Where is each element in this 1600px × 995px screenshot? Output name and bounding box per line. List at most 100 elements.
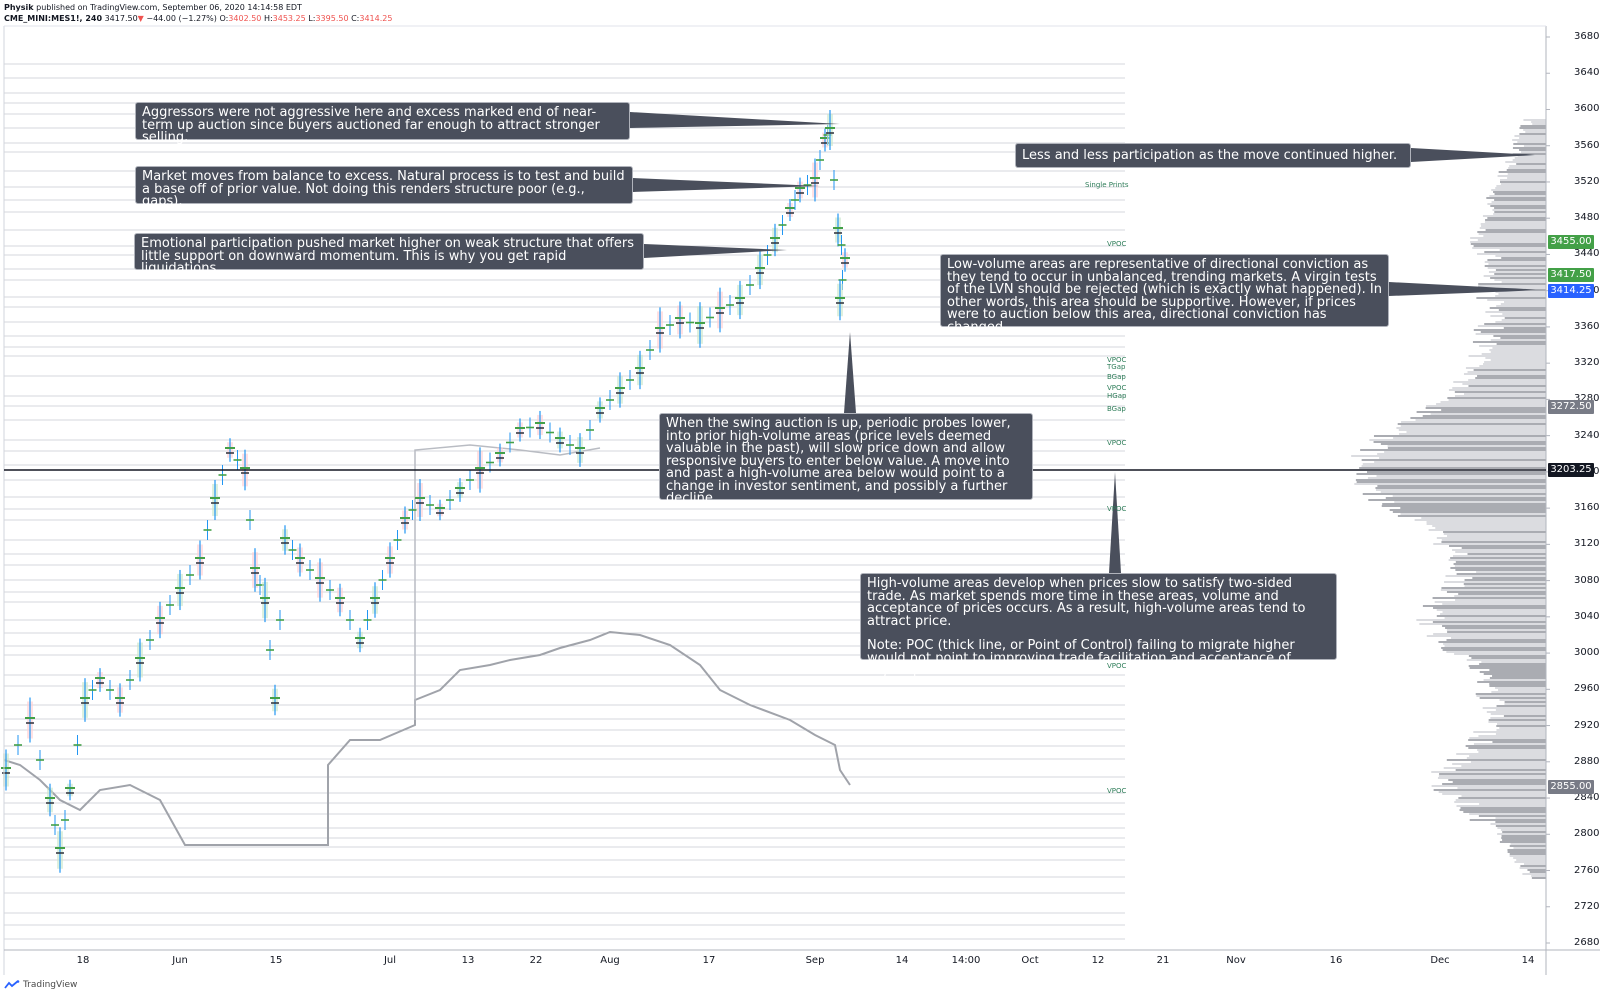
callout-high-volume-areas[interactable]: High-volume areas develop when prices sl… [860,573,1337,677]
callout-emotional-participation[interactable]: Emotional participation pushed market hi… [134,233,644,275]
price-change: −44.00 (−1.27%) [146,14,217,23]
hva-paragraph-2: Note: POC (thick line, or Point of Contr… [867,638,1295,678]
price-label-3417: 3417.50 [1548,268,1594,282]
chart-header: Physik published on TradingView.com, Sep… [4,2,392,24]
price-label-2855: 2855.00 [1548,780,1594,794]
price-tick: 3520.00 [1574,175,1600,187]
tradingview-logo-icon [4,980,20,989]
price-tick: 3600.00 [1574,103,1600,115]
bgap-label-3280: BGap [1107,405,1126,413]
publish-info: published on TradingView.com, September … [36,3,302,12]
price-label-3455: 3455.00 [1548,235,1594,249]
footer: TradingView [4,980,77,990]
price-tick: 3040.00 [1574,610,1600,622]
price-tick: 3640.00 [1574,67,1600,79]
time-tick: Aug [600,955,620,966]
callout-balance-to-excess[interactable]: Market moves from balance to excess. Nat… [135,166,633,208]
volume-profile [1351,119,1546,879]
price-tick: 2720.00 [1574,900,1600,912]
time-tick: Nov [1226,955,1246,966]
price-tick: 3080.00 [1574,574,1600,586]
vpoc-label-2850: VPOC [1107,787,1127,795]
time-tick: 16 [1329,955,1343,966]
time-tick: 14 [895,955,909,966]
time-tick: 13 [461,955,475,966]
price-tick: 3320.00 [1574,357,1600,369]
pointer-swing-auction [844,332,856,413]
volume-trail-path [3,630,851,846]
price-tick: 3360.00 [1574,320,1600,332]
hva-paragraph-1: High-volume areas develop when prices sl… [867,576,1306,629]
price-tick: 3480.00 [1574,212,1600,224]
price-tick: 3440.00 [1574,248,1600,260]
pointer-emotional [644,244,787,258]
time-tick: Sep [805,955,825,966]
callout-pointers [630,112,1545,573]
price-tick: 3560.00 [1574,139,1600,151]
vpoc-label-3240: VPOC [1107,439,1127,447]
time-tick: Dec [1430,955,1450,966]
time-tick: 15 [269,955,283,966]
time-tick: 17 [702,955,716,966]
price-tick: 2920.00 [1574,719,1600,731]
high-value: 3453.25 [272,14,306,23]
price-label-3203: 3203.25 [1548,463,1594,477]
vpoc-label-3320: VPOC [1107,356,1127,364]
hgap-label: HGap [1107,392,1127,400]
volume-trail-line [3,444,851,846]
time-tick: 21 [1156,955,1170,966]
down-arrow-icon: ▼ [137,14,144,23]
price-label-3414: 3414.25 [1548,284,1594,298]
bgap-label-3310: BGap [1107,373,1126,381]
price-tick: 2840.00 [1574,792,1600,804]
price-tick: 2960.00 [1574,683,1600,695]
time-tick: 12 [1091,955,1105,966]
vpoc-label-3450: VPOC [1107,240,1127,248]
close-label: C: [351,14,360,23]
price-tick: 2800.00 [1574,828,1600,840]
volume-trail-segment [414,444,601,720]
vpoc-label-3170: VPOC [1107,505,1127,513]
time-tick: 18 [76,955,90,966]
open-label: O: [219,14,229,23]
author-name[interactable]: Physik [4,3,34,12]
vpoc-label-2990: VPOC [1107,662,1127,670]
callout-aggressors[interactable]: Aggressors were not aggressive here and … [135,102,630,144]
price-tick: 3160.00 [1574,502,1600,514]
tradingview-brand[interactable]: TradingView [23,980,78,990]
price-tick: 3240.00 [1574,429,1600,441]
symbol-label[interactable]: CME_MINI:MES1!, 240 [4,14,103,23]
high-label: H: [263,14,273,23]
time-tick: Oct [1021,955,1039,966]
time-tick: 14:00 [951,955,981,966]
pointer-balance [633,178,820,192]
last-price: 3417.50 [104,14,138,23]
price-tick: 3280.00 [1574,393,1600,405]
pointer-low-volume [1389,282,1545,296]
price-tick: 3120.00 [1574,538,1600,550]
vpoc-label-3300: VPOC [1107,384,1127,392]
price-tick: 3000.00 [1574,647,1600,659]
pointer-aggressors [630,112,840,128]
close-value: 3414.25 [359,14,393,23]
callout-swing-auction[interactable]: When the swing auction is up, periodic p… [659,413,1033,505]
open-value: 3402.50 [228,14,262,23]
price-tick: 2760.00 [1574,864,1600,876]
tgap-label: TGap [1107,363,1126,371]
callout-less-participation[interactable]: Less and less participation as the move … [1015,143,1411,168]
price-tick: 2880.00 [1574,755,1600,767]
price-tick: 3680.00 [1574,31,1600,42]
low-label: L: [308,14,316,23]
time-tick: 14 [1521,955,1535,966]
price-tick: 2680.00 [1574,937,1600,948]
pointer-high-volume [1109,472,1121,573]
time-tick: Jun [172,955,188,966]
low-value: 3395.50 [315,14,349,23]
pointer-less-participation [1411,148,1535,162]
callout-low-volume-areas[interactable]: Low-volume areas are representative of d… [940,254,1389,334]
single-prints-label: Single Prints [1085,181,1129,189]
time-tick: Jul [383,955,397,966]
price-label-3272: 3272.50 [1548,400,1594,414]
time-tick: 22 [529,955,543,966]
